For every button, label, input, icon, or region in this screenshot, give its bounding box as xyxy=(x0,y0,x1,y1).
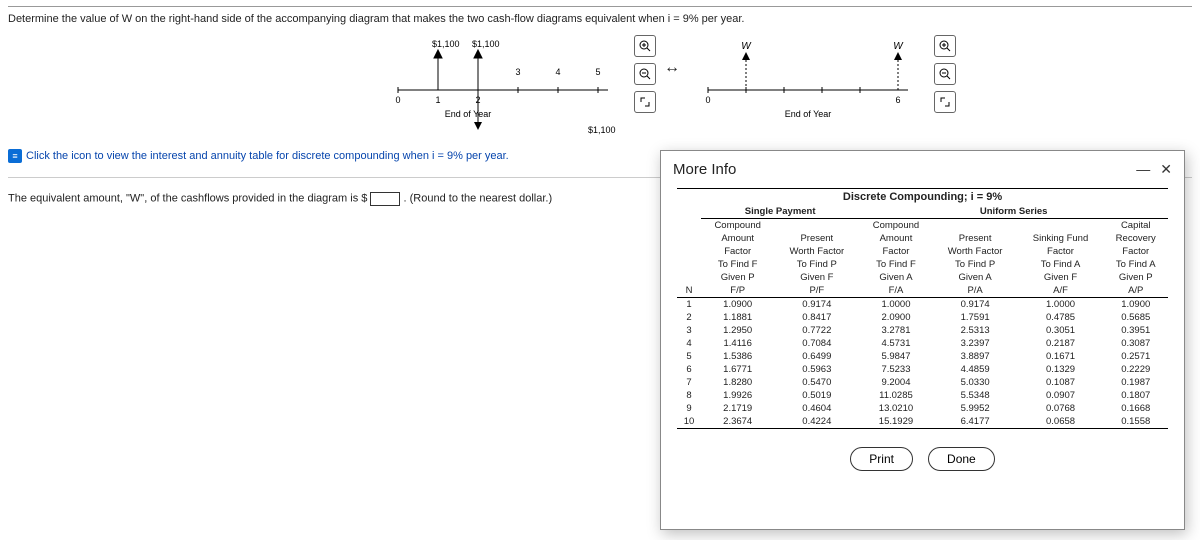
svg-text:4: 4 xyxy=(555,67,560,77)
table-caption: Discrete Compounding; i = 9% xyxy=(677,189,1168,205)
answer-hint: . (Round to the nearest dollar.) xyxy=(404,193,553,205)
svg-text:$1,100: $1,100 xyxy=(472,39,500,49)
table-row: 71.82800.54709.20045.03300.10870.1987 xyxy=(677,376,1168,389)
table-row: 31.29500.77223.27812.53130.30510.3951 xyxy=(677,324,1168,337)
svg-text:W: W xyxy=(741,41,752,52)
expand-icon[interactable] xyxy=(634,91,656,113)
svg-text:0: 0 xyxy=(705,95,710,105)
print-button[interactable]: Print xyxy=(850,447,913,471)
expand-icon[interactable] xyxy=(934,91,956,113)
table-row: 11.09000.91741.00000.91741.00001.0900 xyxy=(677,298,1168,312)
table-row: 102.36740.422415.19296.41770.06580.1558 xyxy=(677,415,1168,428)
table-row: 92.17190.460413.02105.99520.07680.1668 xyxy=(677,402,1168,415)
cashflow-diagram-left: 0 1 2 3 4 5 $1,100 $1,100 xyxy=(388,35,628,135)
modal-minimize-icon[interactable]: — xyxy=(1136,161,1150,178)
table-row: 81.99260.501911.02855.53480.09070.1807 xyxy=(677,389,1168,402)
svg-text:$1,100: $1,100 xyxy=(588,125,616,135)
factor-table: Single Payment Uniform Series Compound C… xyxy=(677,205,1168,428)
more-info-modal: More Info — ✕ Discrete Compounding; i = … xyxy=(660,150,1185,530)
table-row: 41.41160.70844.57313.23970.21870.3087 xyxy=(677,337,1168,350)
modal-close-icon[interactable]: ✕ xyxy=(1160,161,1172,178)
table-link-icon: ≡ xyxy=(8,149,22,163)
table-row: 61.67710.59637.52334.48590.13290.2229 xyxy=(677,363,1168,376)
equivalence-arrow-icon: ↔ xyxy=(664,59,680,77)
cashflow-diagram-right: 0 6 W W End of Year xyxy=(688,35,928,135)
svg-text:End of Year: End of Year xyxy=(445,109,492,119)
svg-text:1: 1 xyxy=(435,95,440,105)
zoom-out-icon[interactable] xyxy=(634,63,656,85)
svg-text:0: 0 xyxy=(395,95,400,105)
svg-text:3: 3 xyxy=(515,67,520,77)
answer-lead: The equivalent amount, "W", of the cashf… xyxy=(8,193,367,205)
answer-input[interactable] xyxy=(370,192,400,206)
svg-text:6: 6 xyxy=(895,95,900,105)
zoom-in-icon[interactable] xyxy=(634,35,656,57)
svg-text:$1,100: $1,100 xyxy=(432,39,460,49)
table-row: 21.18810.84172.09001.75910.47850.5685 xyxy=(677,311,1168,324)
svg-text:W: W xyxy=(893,41,904,52)
table-row: 51.53860.64995.98473.88970.16710.2571 xyxy=(677,350,1168,363)
table-link-text: Click the icon to view the interest and … xyxy=(26,150,509,162)
question-prompt: Determine the value of W on the right-ha… xyxy=(8,13,1192,25)
done-button[interactable]: Done xyxy=(928,447,995,471)
zoom-in-icon[interactable] xyxy=(934,35,956,57)
modal-title: More Info xyxy=(673,161,736,178)
svg-text:5: 5 xyxy=(595,67,600,77)
svg-text:End of Year: End of Year xyxy=(785,109,832,119)
zoom-out-icon[interactable] xyxy=(934,63,956,85)
